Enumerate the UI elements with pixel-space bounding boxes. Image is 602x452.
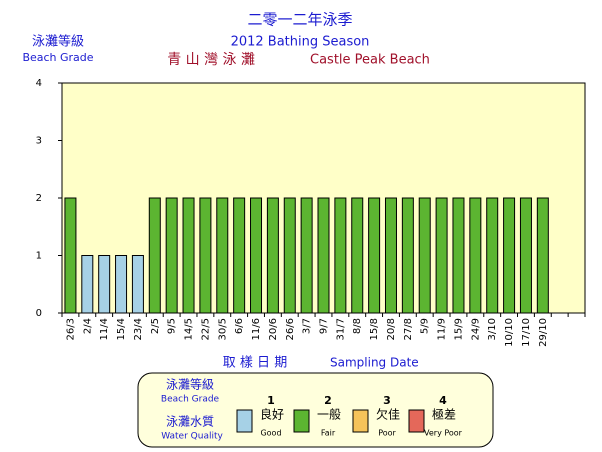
bar	[148, 197, 161, 314]
bar	[503, 197, 516, 314]
bar	[115, 255, 128, 314]
x-tick-label: 2/4	[82, 318, 93, 334]
legend-grade: 4	[439, 394, 447, 407]
bar	[368, 197, 381, 314]
bar	[64, 197, 77, 314]
x-tick-label: 15/8	[369, 318, 380, 340]
x-tick-label: 8/8	[352, 318, 363, 334]
y-tick-label: 4	[36, 78, 42, 89]
x-tick-label: 2/5	[150, 318, 161, 334]
x-tick-label: 10/10	[504, 318, 515, 347]
y-tick-label: 1	[36, 251, 42, 262]
legend-grade: 2	[324, 394, 332, 407]
legend-grade: 3	[383, 394, 391, 407]
x-tick-label: 3/10	[487, 318, 498, 340]
bar	[384, 197, 397, 314]
legend-swatch	[408, 409, 425, 433]
legend-label-zh: 極差	[432, 407, 456, 422]
x-tick-label: 15/4	[116, 318, 127, 340]
bar	[469, 197, 482, 314]
legend-label-en: Poor	[378, 429, 396, 438]
x-axis-label-en: Sampling Date	[330, 356, 419, 370]
bar	[98, 255, 111, 314]
x-tick-label: 11/4	[99, 318, 110, 340]
y-tick-label: 2	[36, 193, 42, 204]
legend-box	[137, 372, 494, 448]
x-tick-label: 11/6	[251, 318, 262, 340]
chart-title: 二零一二年泳季	[247, 11, 352, 29]
bar	[486, 197, 499, 314]
bar	[334, 197, 347, 314]
bar	[351, 197, 364, 314]
bar	[519, 197, 532, 314]
x-tick-label: 20/6	[268, 318, 279, 340]
beach-name-zh: 青 山 灣 泳 灘	[167, 52, 255, 68]
x-tick-label: 26/6	[285, 318, 296, 340]
x-tick-label: 31/7	[335, 318, 346, 340]
x-axis-label-zh: 取 樣 日 期	[223, 356, 287, 371]
x-tick-label: 30/5	[217, 318, 228, 340]
x-tick-label: 27/8	[403, 318, 414, 340]
x-tick-label: 3/7	[302, 318, 313, 334]
bar	[435, 197, 448, 314]
bar	[300, 197, 313, 314]
bar	[131, 255, 144, 314]
y-tick-label: 3	[36, 136, 42, 147]
x-tick-label: 20/8	[386, 318, 397, 340]
x-tick-label: 26/3	[65, 318, 76, 340]
legend-quality-en: Water Quality	[161, 432, 223, 442]
bar	[165, 197, 178, 314]
legend-swatch	[352, 409, 369, 433]
bar	[233, 197, 246, 314]
x-tick-label: 15/9	[453, 318, 464, 340]
legend-grade-zh: 泳灘等級	[166, 378, 214, 392]
x-tick-label: 23/4	[133, 318, 144, 340]
bar	[81, 255, 94, 314]
bar	[536, 197, 549, 314]
y-axis-label-en: Beach Grade	[22, 51, 93, 64]
bar	[283, 197, 296, 314]
x-tick-label: 6/6	[234, 318, 245, 334]
legend-label-zh: 良好	[260, 407, 284, 422]
y-axis-label-zh: 泳灘等級	[32, 34, 84, 50]
x-tick-label: 14/5	[184, 318, 195, 340]
chart-subtitle: 2012 Bathing Season	[231, 35, 370, 50]
bar	[182, 197, 195, 314]
x-tick-label: 9/5	[167, 318, 178, 334]
bar	[216, 197, 229, 314]
x-tick-label: 22/5	[200, 318, 211, 340]
x-tick-label: 24/9	[470, 318, 481, 340]
bar	[418, 197, 431, 314]
legend-label-en: Good	[260, 429, 281, 438]
x-tick-label: 29/10	[538, 318, 549, 347]
bar	[199, 197, 212, 314]
bar	[317, 197, 330, 314]
legend-label-en: Fair	[321, 429, 336, 438]
beach-name-en: Castle Peak Beach	[310, 53, 430, 68]
bar	[250, 197, 263, 314]
legend-grade-en: Beach Grade	[161, 395, 220, 405]
legend-label-en: Very Poor	[424, 429, 463, 438]
x-tick-label: 11/9	[437, 318, 448, 340]
legend-label-zh: 欠佳	[376, 407, 400, 422]
x-tick-label: 5/9	[420, 318, 431, 334]
bar	[401, 197, 414, 314]
legend-grade: 1	[267, 394, 275, 407]
legend-quality-zh: 泳灘水質	[166, 414, 214, 429]
legend-label-zh: 一般	[317, 407, 341, 422]
x-tick-label: 17/10	[521, 318, 532, 347]
legend-swatch	[236, 409, 253, 433]
legend-swatch	[293, 409, 310, 433]
y-tick-label: 0	[36, 308, 42, 319]
bar	[266, 197, 279, 314]
x-tick-label: 9/7	[319, 318, 330, 334]
bar	[452, 197, 465, 314]
